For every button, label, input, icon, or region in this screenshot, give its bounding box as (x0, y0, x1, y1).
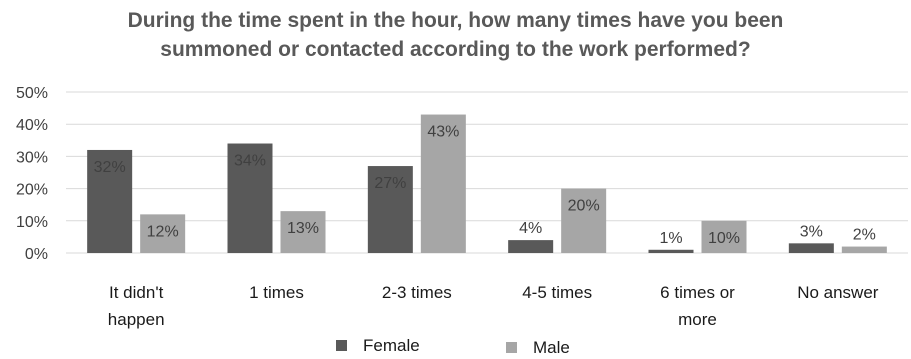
bar-male (561, 188, 607, 253)
chart-title-line-1: During the time spent in the hour, how m… (127, 9, 784, 32)
bar-male (841, 246, 887, 253)
y-tick-label: 30% (16, 149, 48, 166)
gridlines (66, 91, 908, 254)
bar-male (140, 214, 186, 253)
x-category-label: No answer (797, 283, 879, 302)
data-label: 4% (519, 220, 542, 237)
x-category-label: 4-5 times (522, 283, 592, 302)
bar-male (420, 114, 466, 253)
data-label: 3% (800, 223, 823, 240)
data-label: 1% (659, 230, 682, 247)
x-axis-categories: It didn't happen 1 times 2-3 times 4-5 times… (108, 283, 879, 329)
legend-swatch-female (336, 340, 347, 351)
y-tick-label: 40% (16, 117, 48, 134)
x-category-label: 1 times (249, 283, 304, 302)
x-category-label: more (678, 310, 717, 329)
bar-female (87, 149, 133, 253)
legend-label-male: Male (533, 338, 570, 357)
bar-female (508, 240, 554, 253)
data-label: 32% (94, 159, 126, 176)
x-category-label: It didn't (109, 283, 164, 302)
chart-title-line-2: summoned or contacted according to the w… (160, 38, 751, 61)
data-label: 10% (708, 230, 740, 247)
bar-female (648, 249, 694, 253)
data-label: 20% (568, 198, 600, 215)
data-labels: 32% 12% 34% 13% 27% 43% 4% 20% 1% 10% 3% 2% (94, 124, 876, 247)
x-category-label: 2-3 times (382, 283, 452, 302)
y-tick-label: 20% (16, 182, 48, 199)
x-category-label: 6 times or (660, 283, 735, 302)
bar-male (701, 220, 747, 253)
bar-female (227, 143, 273, 253)
legend-label-female: Female (363, 336, 420, 355)
y-axis-ticks: 0% 10% 20% 30% 40% 50% (16, 85, 48, 263)
bars (87, 114, 887, 253)
data-label: 34% (234, 153, 266, 170)
bar-female (367, 166, 413, 253)
x-category-label: happen (108, 310, 165, 329)
data-label: 43% (427, 124, 459, 141)
y-tick-label: 10% (16, 214, 48, 231)
data-label: 13% (287, 220, 319, 237)
legend: Female Male (336, 336, 570, 357)
legend-swatch-male (506, 342, 517, 353)
y-tick-label: 0% (25, 246, 48, 263)
y-tick-label: 50% (16, 85, 48, 102)
bar-female (788, 243, 834, 253)
chart-title: During the time spent in the hour, how m… (0, 6, 911, 64)
data-label: 2% (853, 227, 876, 244)
data-label: 12% (147, 223, 179, 240)
bar-male (280, 211, 326, 253)
data-label: 27% (374, 175, 406, 192)
